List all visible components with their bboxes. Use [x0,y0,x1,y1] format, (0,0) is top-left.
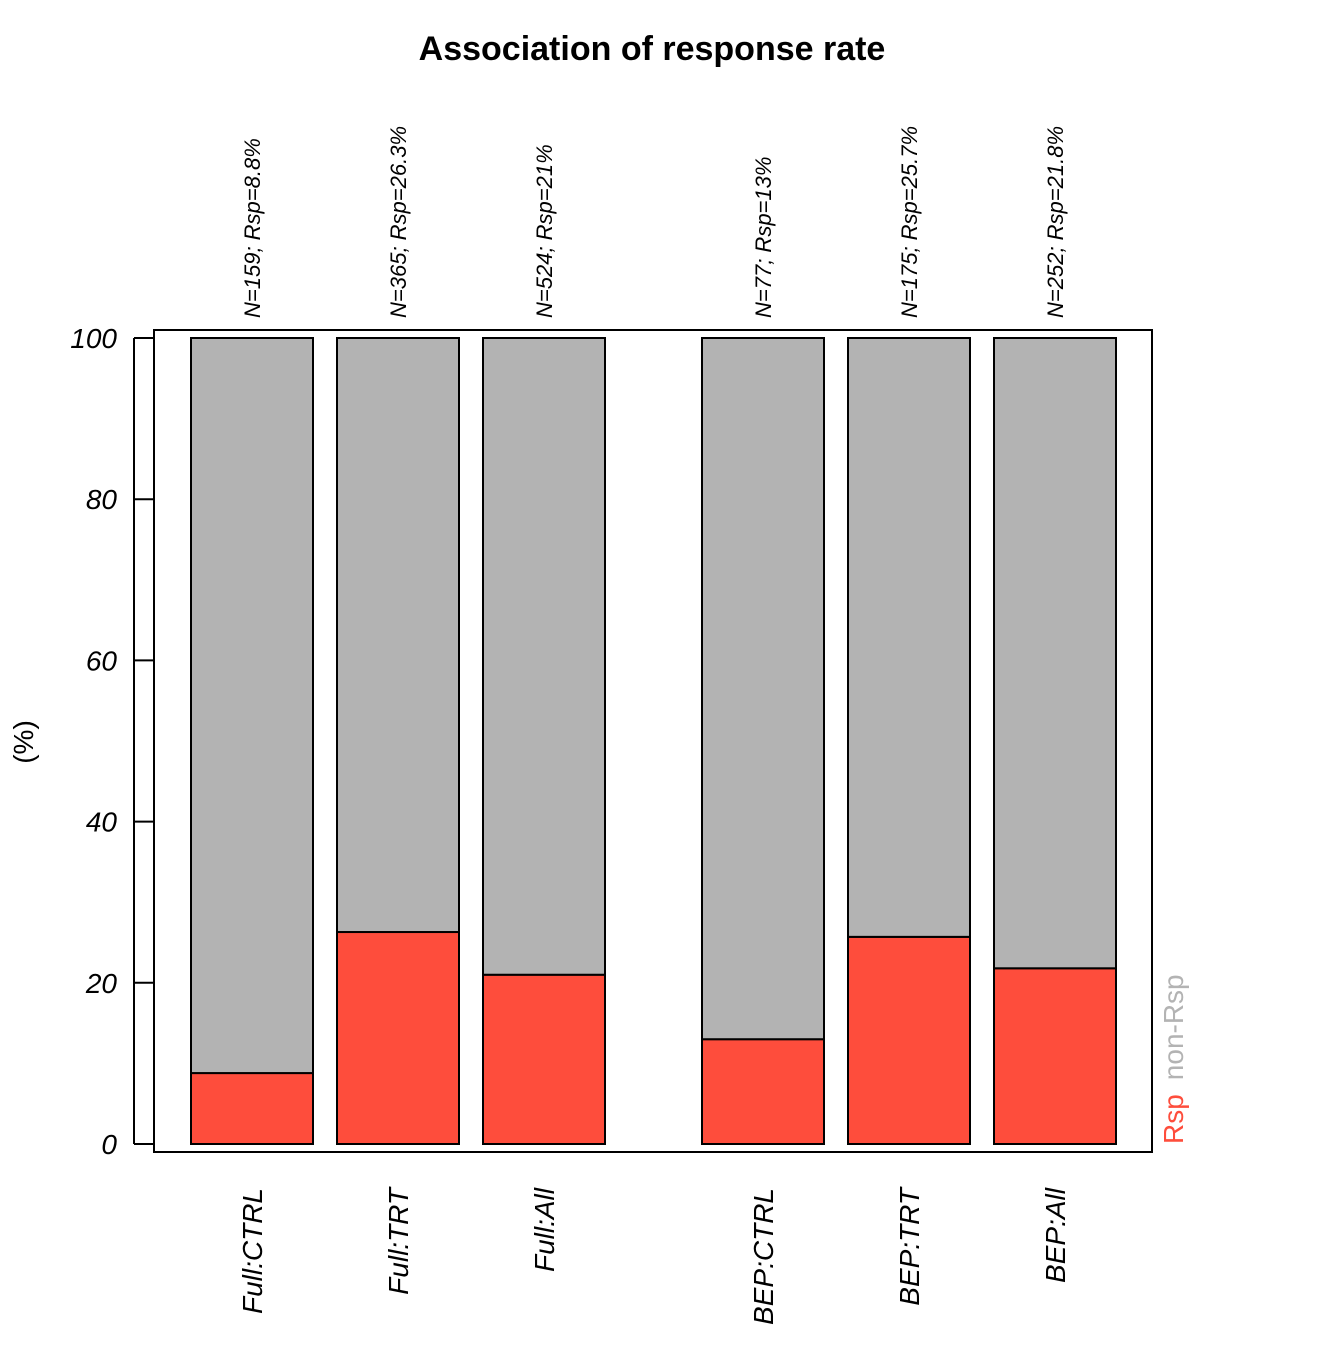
legend: Rsp non-Rsp [1158,974,1189,1144]
category-label-3: BEP:CTRL [748,1188,779,1325]
bar-non-rsp-4 [847,337,971,938]
category-label-4: BEP:TRT [894,1186,925,1306]
top-annotation-0: N=159; Rsp=8.8% [240,138,265,318]
category-label-5: BEP:All [1040,1187,1071,1283]
bar-rsp-2 [482,973,606,1145]
y-tick-label-80: 80 [86,484,118,515]
legend-item-rsp: Rsp [1158,1094,1189,1144]
y-tick-label-0: 0 [101,1129,117,1160]
bar-non-rsp-3 [701,337,825,1041]
bar-non-rsp-0 [190,337,314,1075]
top-annotation-3: N=77; Rsp=13% [751,157,776,318]
top-annotation-4: N=175; Rsp=25.7% [897,126,922,318]
bar-rsp-5 [993,967,1117,1145]
bar-rsp-3 [701,1038,825,1145]
y-tick-label-100: 100 [70,323,117,354]
bar-non-rsp-2 [482,337,606,976]
bar-non-rsp-5 [993,337,1117,970]
bar-non-rsp-1 [336,337,460,934]
bar-rsp-4 [847,935,971,1145]
top-annotation-5: N=252; Rsp=21.8% [1043,126,1068,318]
y-tick-label-20: 20 [85,968,118,999]
top-annotation-1: N=365; Rsp=26.3% [386,126,411,318]
plot-frame [153,329,1153,1153]
y-axis-label: (%) [8,720,39,764]
plot-area: 0 20 40 60 80 100 Full:CTRL N=159; Rsp=8.8% Full… [70,126,1189,1325]
y-tick-label-60: 60 [86,645,118,676]
y-tick-label-40: 40 [86,807,118,838]
legend-item-non-rsp: non-Rsp [1158,974,1189,1080]
bar-rsp-0 [190,1072,314,1146]
category-label-2: Full:All [529,1187,560,1272]
top-annotation-2: N=524; Rsp=21% [532,144,557,318]
bar-rsp-1 [336,931,460,1145]
chart-title: Association of response rate [419,30,886,68]
category-label-1: Full:TRT [383,1186,414,1295]
category-label-0: Full:CTRL [237,1188,268,1314]
